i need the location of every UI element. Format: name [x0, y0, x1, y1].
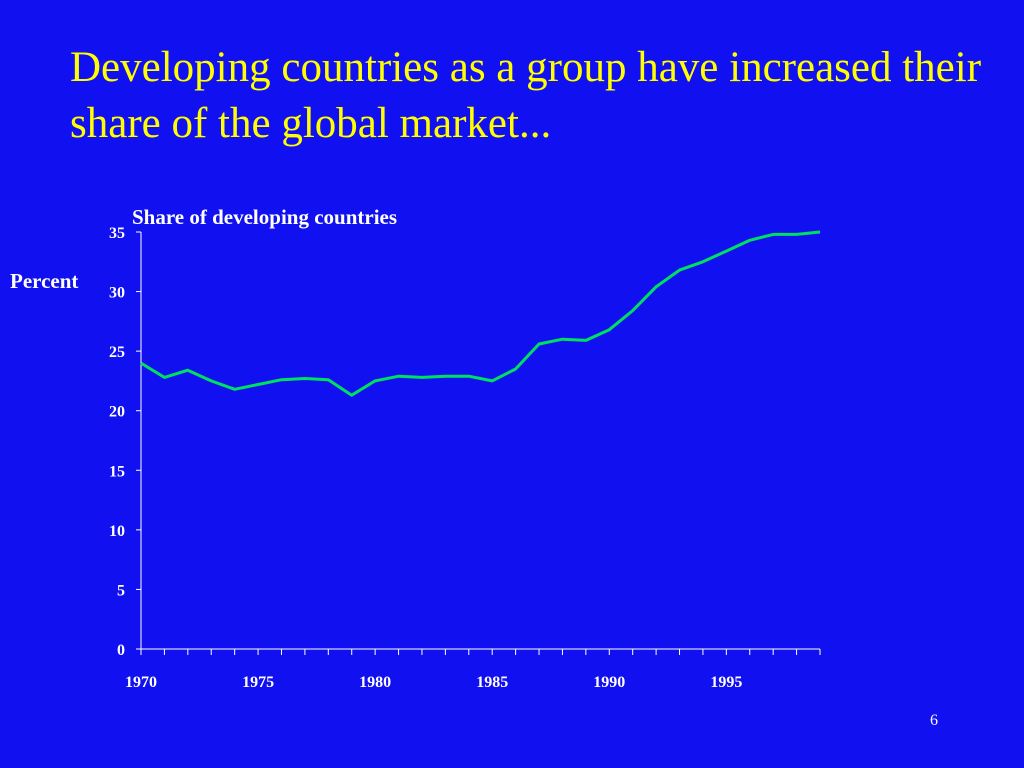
slide-title: Developing countries as a group have inc…	[70, 44, 982, 147]
x-tick-label: 1980	[359, 674, 391, 691]
y-tick-label: 15	[109, 463, 125, 480]
y-axis-label: Percent	[10, 269, 78, 293]
y-tick-label: 30	[109, 285, 125, 302]
page-number: 6	[930, 712, 938, 729]
y-tick-label: 10	[109, 523, 125, 540]
series-line	[140, 230, 821, 397]
chart-series	[140, 230, 821, 397]
x-tick-label: 1985	[476, 674, 508, 691]
y-tick-label: 25	[109, 344, 125, 361]
y-tick-label: 20	[109, 404, 125, 421]
chart-axes: 0 5 10 15 20 25 30 35 1970 1975 1980 1985 1990 1995	[109, 225, 821, 691]
x-tick-label: 1970	[125, 674, 157, 691]
x-tick-label: 1975	[242, 674, 274, 691]
y-tick-label: 5	[117, 582, 125, 599]
chart-title: Share of developing countries	[132, 205, 397, 229]
y-tick-label: 35	[109, 225, 125, 242]
x-tick-label: 1990	[593, 674, 625, 691]
y-tick-label: 0	[117, 642, 125, 659]
x-tick-label: 1995	[710, 674, 742, 691]
